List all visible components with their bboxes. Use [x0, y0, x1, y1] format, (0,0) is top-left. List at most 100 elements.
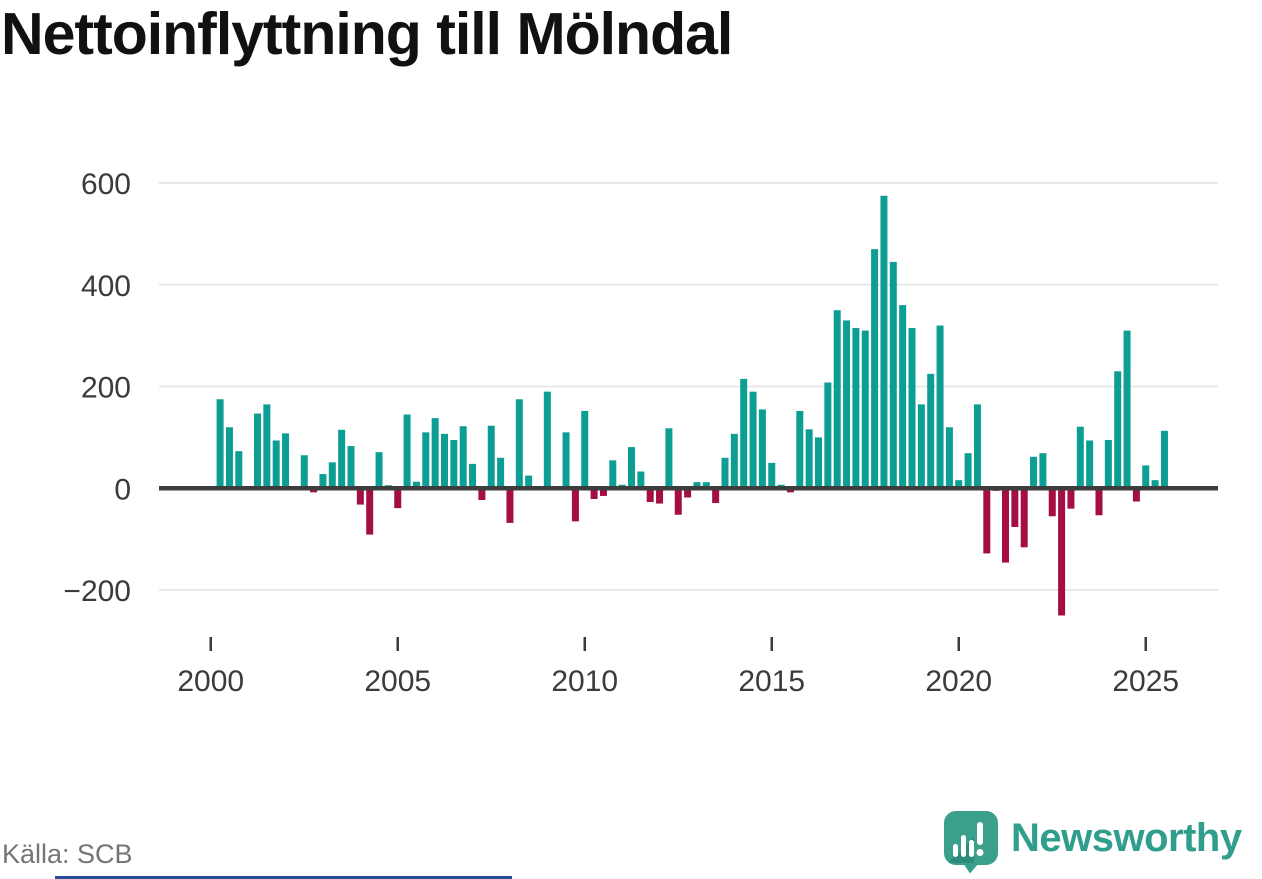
x-axis-label: 2010	[551, 665, 618, 698]
y-axis-label: 600	[81, 168, 131, 201]
bar	[235, 451, 243, 489]
bar	[637, 471, 645, 489]
bar	[1132, 488, 1140, 502]
bar	[712, 488, 720, 504]
bar	[749, 391, 757, 489]
bar	[1002, 488, 1009, 563]
bar	[225, 427, 233, 489]
bar	[768, 462, 776, 489]
bar	[459, 426, 467, 489]
bar	[721, 457, 729, 489]
bar	[338, 429, 346, 489]
bar	[319, 474, 327, 489]
newsworthy-logo-mark-icon	[944, 810, 998, 873]
bar	[824, 382, 832, 489]
x-axis-label: 2000	[177, 665, 244, 698]
bar	[927, 373, 935, 489]
bar	[403, 414, 411, 489]
bar	[497, 457, 505, 489]
logo-mini-bar-2	[961, 834, 966, 857]
bar	[684, 488, 692, 498]
bar	[506, 488, 514, 523]
bar	[889, 261, 897, 489]
y-axis-label: 0	[114, 473, 131, 506]
bar	[945, 427, 953, 489]
chart-title: Nettoinflyttning till Mölndal	[1, 1, 733, 67]
bar	[805, 429, 813, 489]
bar	[758, 409, 766, 489]
bottom-edge-bar	[55, 876, 512, 879]
bar	[515, 399, 523, 489]
bar	[871, 249, 879, 489]
bar	[656, 488, 664, 504]
x-axis-label: 2015	[738, 665, 805, 698]
bar	[955, 480, 963, 489]
bar	[674, 488, 682, 515]
bar	[347, 446, 355, 489]
bar	[394, 488, 402, 509]
bar	[796, 410, 804, 489]
bar	[431, 418, 439, 489]
bar	[1067, 488, 1075, 509]
y-axis-label: −200	[63, 575, 131, 608]
x-axis-label: 2025	[1112, 665, 1179, 698]
bar	[740, 378, 748, 489]
bar	[1076, 426, 1084, 489]
bar	[422, 432, 430, 489]
bar	[562, 432, 570, 489]
bar	[1151, 480, 1159, 489]
bar	[412, 481, 420, 489]
logo-mini-bar-3	[969, 839, 974, 857]
bar	[628, 447, 635, 489]
bar	[1011, 488, 1019, 527]
bar	[609, 460, 617, 489]
bar	[833, 310, 841, 489]
bar	[469, 463, 477, 489]
bar	[590, 488, 598, 499]
source-label: Källa: SCB	[2, 839, 133, 869]
bar	[964, 453, 972, 489]
bar	[1095, 488, 1103, 516]
logo-bubble-tail	[963, 862, 979, 873]
newsworthy-logo[interactable]: Newsworthy	[944, 810, 1242, 874]
logo-exclamation-dot	[976, 848, 984, 856]
bar	[478, 488, 486, 500]
bar	[1114, 371, 1122, 489]
bar	[375, 452, 383, 489]
bar	[525, 475, 533, 489]
bar	[936, 325, 944, 489]
bar	[356, 488, 364, 505]
bar	[917, 404, 925, 489]
bar	[1048, 488, 1056, 517]
x-axis-label: 2005	[364, 665, 431, 698]
bar	[843, 320, 851, 489]
bar	[702, 482, 710, 489]
bar	[581, 410, 589, 489]
bar	[263, 404, 271, 489]
bar	[1086, 440, 1094, 489]
bar	[1160, 430, 1168, 489]
bar	[254, 413, 261, 489]
logo-mini-bar-1	[953, 843, 958, 857]
bar	[450, 439, 458, 489]
bar	[216, 399, 224, 489]
bar	[973, 404, 981, 489]
bar	[730, 433, 738, 489]
x-axis-label: 2020	[925, 665, 992, 698]
bar	[861, 330, 869, 489]
bar	[880, 195, 888, 489]
bar	[300, 455, 308, 489]
bar	[693, 482, 701, 489]
bar	[599, 488, 607, 496]
bar	[665, 428, 673, 489]
bar	[282, 433, 290, 489]
bar	[899, 305, 907, 489]
newsworthy-wordmark: Newsworthy	[1011, 816, 1242, 860]
bar	[983, 488, 991, 554]
bar	[1123, 330, 1131, 489]
y-axis-label: 400	[81, 270, 131, 303]
bar	[1039, 453, 1047, 489]
bar	[1058, 488, 1066, 616]
